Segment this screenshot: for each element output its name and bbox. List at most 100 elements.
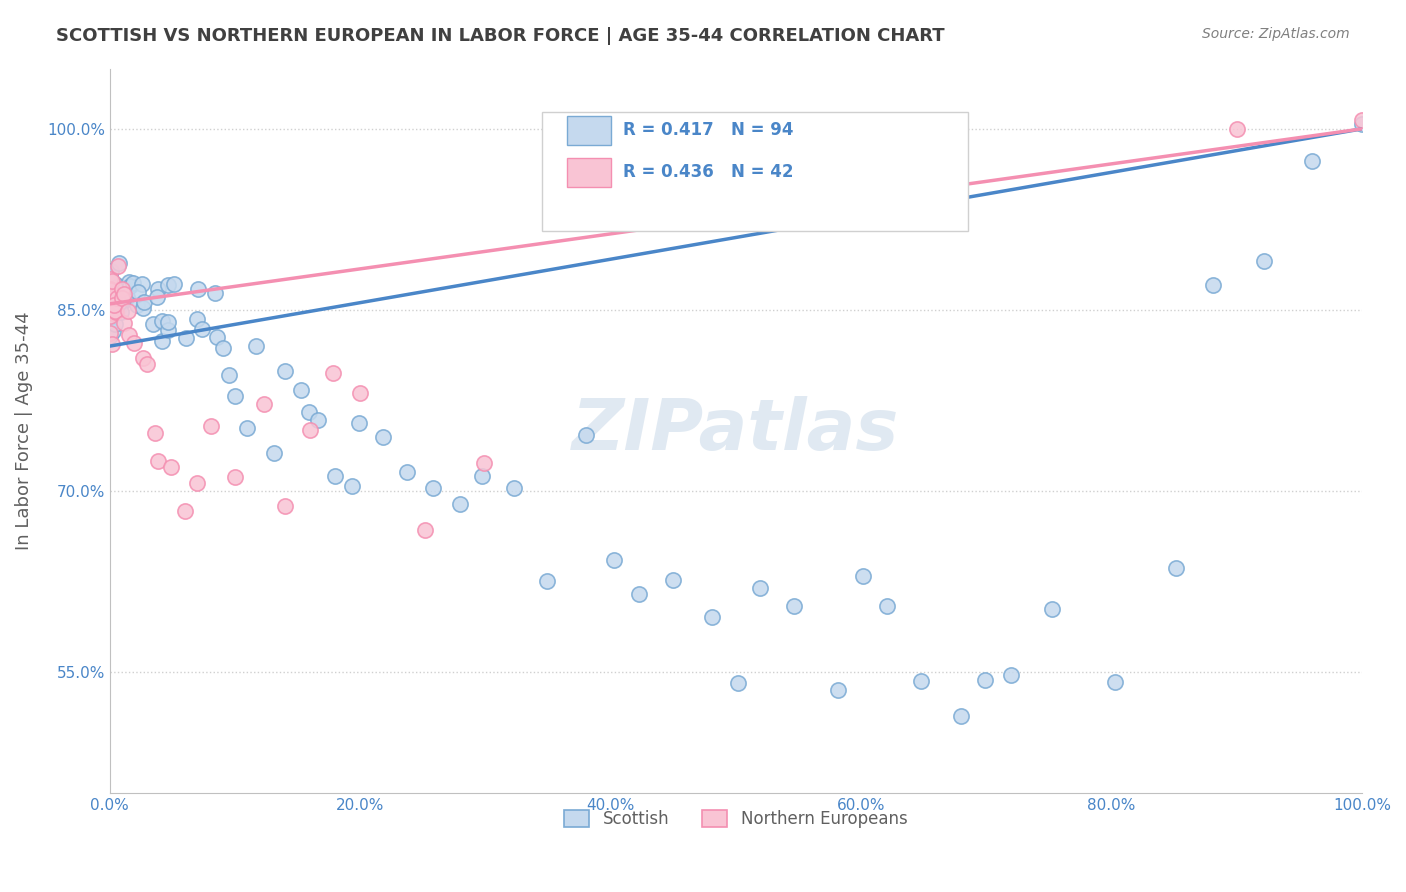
Point — [108, 296, 131, 310]
Text: Source: ZipAtlas.com: Source: ZipAtlas.com — [1202, 27, 1350, 41]
Point — [142, 317, 165, 331]
Point — [157, 315, 180, 329]
Point — [98, 283, 121, 297]
Point — [200, 418, 222, 433]
Point — [127, 285, 149, 299]
Point — [107, 301, 129, 316]
Point — [131, 351, 153, 365]
Point — [101, 282, 124, 296]
Point — [205, 330, 228, 344]
Point — [111, 292, 134, 306]
Point — [107, 278, 129, 293]
Text: R = 0.417   N = 94: R = 0.417 N = 94 — [623, 121, 793, 139]
Point — [1040, 602, 1063, 616]
Text: R = 0.436   N = 42: R = 0.436 N = 42 — [623, 163, 793, 181]
Point — [98, 306, 121, 320]
Point — [1351, 113, 1374, 128]
Point — [191, 322, 214, 336]
Point — [224, 470, 246, 484]
Point — [118, 275, 141, 289]
Point — [1202, 278, 1225, 293]
Point — [98, 326, 121, 341]
Point — [104, 303, 127, 318]
Point — [156, 323, 179, 337]
Point — [298, 405, 321, 419]
Point — [783, 599, 806, 613]
Point — [132, 301, 155, 316]
Point — [163, 277, 186, 291]
Point — [98, 291, 121, 305]
Point — [98, 292, 121, 306]
Point — [101, 280, 124, 294]
Point — [103, 282, 125, 296]
Point — [98, 284, 121, 298]
Point — [98, 289, 121, 303]
Point — [224, 389, 246, 403]
Point — [103, 289, 125, 303]
Point — [98, 271, 121, 285]
Text: SCOTTISH VS NORTHERN EUROPEAN IN LABOR FORCE | AGE 35-44 CORRELATION CHART: SCOTTISH VS NORTHERN EUROPEAN IN LABOR F… — [56, 27, 945, 45]
Point — [449, 497, 471, 511]
Point — [396, 466, 419, 480]
Point — [112, 293, 135, 308]
Point — [145, 289, 167, 303]
Point — [103, 298, 125, 312]
Point — [575, 427, 598, 442]
Point — [112, 287, 135, 301]
Point — [1000, 668, 1022, 682]
Point — [127, 298, 149, 312]
Point — [204, 286, 226, 301]
Point — [107, 256, 129, 270]
Point — [143, 426, 166, 441]
Point — [100, 310, 122, 324]
Point — [340, 479, 363, 493]
Point — [949, 709, 972, 723]
Point — [371, 430, 394, 444]
Point — [101, 276, 124, 290]
Point — [100, 309, 122, 323]
Point — [160, 459, 183, 474]
Point — [104, 317, 127, 331]
Point — [108, 283, 131, 297]
Point — [174, 331, 197, 345]
Point — [103, 283, 125, 297]
Point — [98, 288, 121, 302]
Point — [1253, 253, 1275, 268]
Point — [263, 446, 285, 460]
Point — [472, 456, 495, 470]
Point — [101, 336, 124, 351]
Point — [290, 383, 312, 397]
Point — [628, 587, 651, 601]
Point — [274, 364, 297, 378]
Point — [876, 599, 898, 613]
Point — [101, 306, 124, 320]
Point — [298, 423, 321, 437]
Point — [187, 282, 209, 296]
Point — [105, 291, 128, 305]
Point — [111, 282, 134, 296]
Point — [235, 421, 257, 435]
Point — [323, 469, 346, 483]
FancyBboxPatch shape — [541, 112, 967, 231]
Point — [910, 673, 932, 688]
Point — [122, 276, 145, 290]
Point — [503, 481, 526, 495]
Y-axis label: In Labor Force | Age 35-44: In Labor Force | Age 35-44 — [15, 311, 32, 549]
Point — [104, 277, 127, 291]
Point — [135, 357, 157, 371]
Point — [105, 305, 128, 319]
Point — [273, 500, 295, 514]
Point — [117, 290, 139, 304]
Point — [536, 574, 558, 588]
Legend: Scottish, Northern Europeans: Scottish, Northern Europeans — [558, 804, 914, 835]
Point — [148, 454, 170, 468]
Point — [134, 294, 156, 309]
Point — [307, 413, 329, 427]
Point — [413, 523, 436, 537]
Point — [827, 682, 849, 697]
Point — [661, 574, 683, 588]
Point — [211, 341, 233, 355]
Point — [218, 368, 240, 383]
Point — [150, 314, 173, 328]
Point — [100, 264, 122, 278]
